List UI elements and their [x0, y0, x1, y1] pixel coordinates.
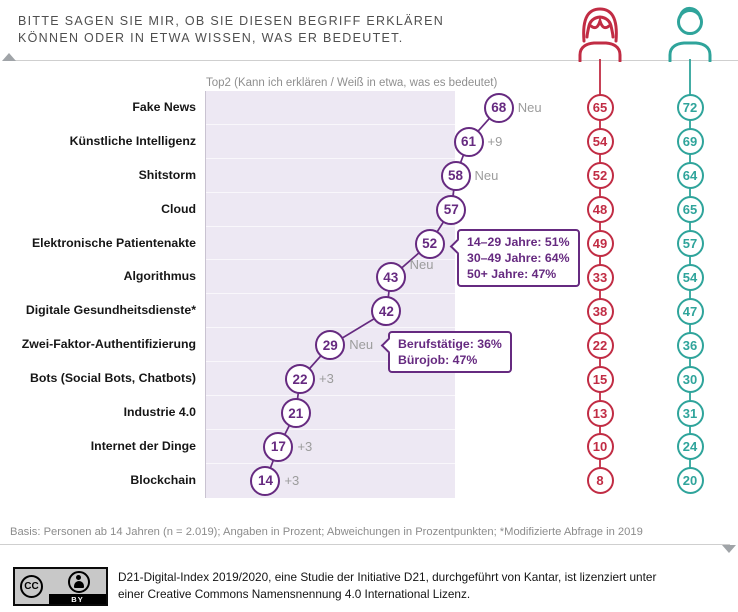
total-value-circle: 57: [436, 194, 467, 225]
grid-row: [205, 294, 455, 329]
women-value-circle: 10: [586, 433, 614, 461]
license-line-1: D21-Digital-Index 2019/2020, eine Studie…: [118, 570, 657, 584]
women-value-circle: 8: [586, 467, 614, 495]
total-value-circle: 21: [280, 398, 311, 429]
women-value-circle: 15: [586, 365, 614, 393]
women-value-circle: 48: [586, 196, 614, 224]
category-label: Shitstorm: [138, 167, 196, 182]
callout-line: 14–29 Jahre: 51%: [467, 235, 570, 249]
men-value-circle: 72: [676, 94, 704, 122]
men-value-circle: 57: [676, 230, 704, 258]
total-value-circle: 22: [285, 364, 316, 395]
men-value-circle: 65: [676, 196, 704, 224]
license-text: D21-Digital-Index 2019/2020, eine Studie…: [118, 569, 656, 603]
women-value-circle: 65: [586, 94, 614, 122]
person-head: [76, 575, 81, 580]
grid-row: [205, 91, 455, 125]
category-label: Algorithmus: [123, 269, 196, 284]
y-axis-line: [205, 91, 206, 498]
grid-row: [205, 464, 455, 498]
category-label: Blockchain: [130, 472, 196, 487]
top-divider: [12, 60, 738, 61]
attribution-person-icon: [68, 571, 90, 593]
category-label: Internet der Dinge: [90, 438, 196, 453]
grid-row: [205, 396, 455, 430]
category-label: Cloud: [161, 201, 196, 216]
change-annotation: +3: [319, 371, 334, 387]
callout-line: 50+ Jahre: 47%: [467, 267, 557, 281]
women-value-circle: 52: [586, 162, 614, 190]
men-value-circle: 30: [676, 365, 704, 393]
person-body: [73, 581, 84, 588]
change-annotation: +3: [284, 472, 300, 488]
basis-note: Basis: Personen ab 14 Jahren (n = 2.019)…: [10, 526, 643, 538]
men-value-circle: 54: [676, 263, 704, 291]
men-value-circle: 69: [676, 128, 704, 156]
callout-line: Berufstätige: 36%: [398, 337, 502, 351]
callout-box: 14–29 Jahre: 51% 30–49 Jahre: 64% 50+ Jahr…: [449, 229, 580, 287]
category-label: Fake News: [132, 99, 196, 114]
scroll-down-arrow-icon: [722, 545, 736, 553]
man-icon: [668, 6, 712, 62]
grid-row: [205, 125, 455, 159]
total-value-circle: 52: [414, 228, 445, 259]
change-annotation: Neu: [349, 337, 374, 353]
page-title-line-1: BITTE SAGEN SIE MIR, OB SIE DIESEN BEGRI…: [18, 14, 445, 28]
change-annotation: Neu: [474, 167, 499, 183]
scroll-up-arrow-icon: [2, 53, 16, 61]
cc-by-label: BY: [49, 594, 106, 604]
men-value-circle: 36: [676, 331, 704, 359]
change-annotation: +9: [487, 133, 503, 149]
women-value-circle: 49: [586, 230, 614, 258]
men-value-circle: 20: [676, 467, 704, 495]
cc-license-badge: CC BY: [13, 567, 108, 606]
total-value-circle: 61: [453, 126, 484, 157]
cc-icon: CC: [20, 575, 43, 598]
women-value-circle: 22: [586, 331, 614, 359]
category-label: Bots (Social Bots, Chatbots): [29, 371, 196, 386]
category-label: Zwei-Faktor-Authentifizierung: [21, 337, 196, 352]
men-value-circle: 47: [676, 297, 704, 325]
category-label: Industrie 4.0: [123, 405, 196, 420]
page-title-line-2: KÖNNEN ODER IN ETWA WISSEN, WAS ER BEDEU…: [18, 31, 404, 45]
women-value-circle: 54: [586, 128, 614, 156]
chart-subtitle: Top2 (Kann ich erklären / Weiß in etwa, …: [206, 77, 498, 89]
grid-row: [205, 193, 455, 227]
grid-row: [205, 430, 455, 464]
total-value-circle: 43: [375, 262, 406, 293]
women-value-circle: 38: [586, 297, 614, 325]
grid-row: [205, 159, 455, 193]
total-value-circle: 68: [483, 92, 514, 123]
men-value-circle: 31: [676, 399, 704, 427]
woman-icon: [578, 7, 622, 62]
plot-area: [205, 91, 455, 498]
category-label: Elektronische Patientenakte: [31, 235, 196, 250]
change-annotation: +3: [297, 438, 313, 454]
callout-line: Bürojob: 47%: [398, 353, 478, 367]
women-value-circle: 13: [586, 399, 614, 427]
category-label: Künstliche Intelligenz: [69, 133, 196, 148]
change-annotation: Neu: [409, 256, 434, 272]
callout-box: Berufstätige: 36% Bürojob: 47%: [380, 331, 512, 373]
license-line-2: einer Creative Commons Namensnennung 4.0…: [118, 587, 471, 601]
category-label: Digitale Gesundheitsdienste*: [25, 303, 196, 318]
bottom-divider: [0, 544, 730, 545]
men-value-circle: 24: [676, 433, 704, 461]
callout-line: 30–49 Jahre: 64%: [467, 251, 570, 265]
total-value-circle: 58: [440, 160, 471, 191]
women-value-circle: 33: [586, 263, 614, 291]
men-value-circle: 64: [676, 162, 704, 190]
change-annotation: Neu: [517, 99, 542, 115]
